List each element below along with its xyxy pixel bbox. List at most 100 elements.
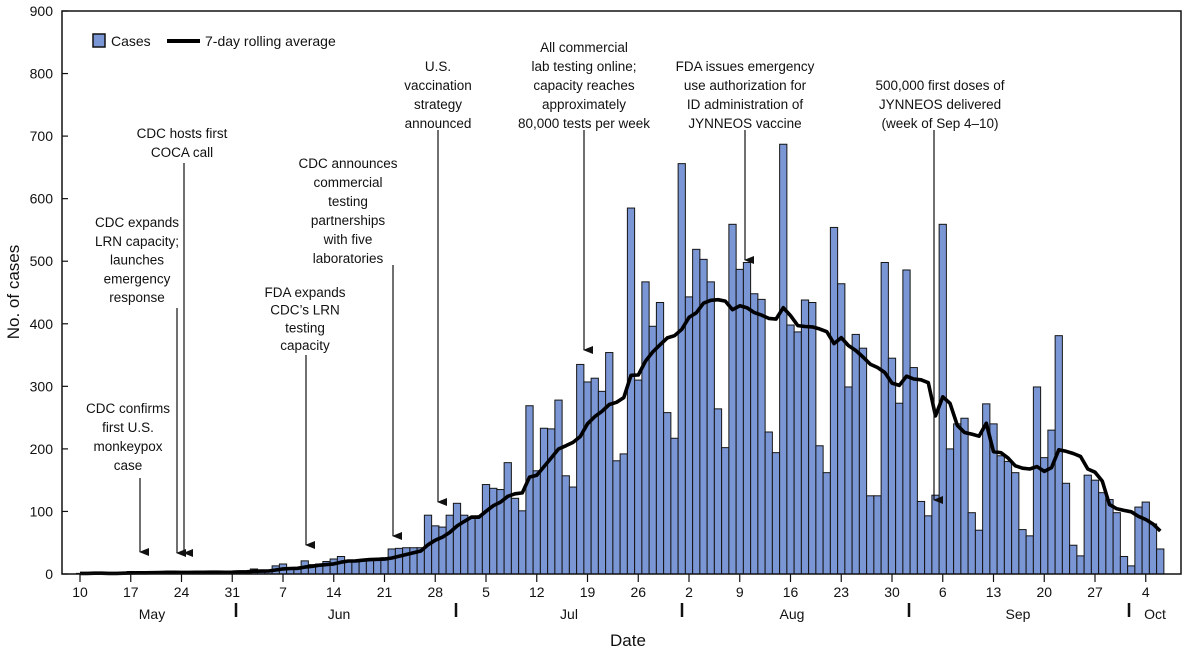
bar-cases: [1003, 460, 1013, 575]
bar-cases: [960, 417, 969, 575]
annotation-text: U.S.: [425, 59, 451, 74]
x-tick-label: 9: [736, 584, 744, 600]
y-tick-label: 300: [30, 378, 54, 394]
annotation: CDC hosts first COCA call: [137, 126, 228, 557]
bar-cases: [728, 223, 737, 575]
x-tick-label: 6: [939, 584, 947, 600]
y-tick-label: 400: [30, 316, 54, 332]
bar-cases: [902, 269, 911, 575]
legend: Cases 7-day rolling average: [92, 33, 336, 49]
bar-cases: [735, 268, 744, 575]
annotation-text: commercial: [313, 175, 382, 190]
bar-cases: [358, 559, 367, 575]
annotation-text: LRN capacity;: [95, 234, 179, 249]
y-tick-label: 800: [30, 66, 54, 82]
plot-frame: [61, 10, 1182, 575]
x-tick-label: 30: [884, 584, 900, 600]
annotation-text: emergency: [104, 271, 171, 286]
bar-cases: [808, 302, 817, 575]
annotation-text: with five: [323, 232, 373, 247]
bar-cases: [489, 487, 498, 575]
bar-cases: [1127, 565, 1136, 575]
x-tick-label: 21: [377, 584, 393, 600]
x-axis-title: Date: [610, 631, 646, 650]
bar-cases: [851, 333, 860, 575]
x-tick-label: 23: [833, 584, 849, 600]
annotation-text: 500,000 first doses of: [875, 78, 1004, 93]
annotation: U.S. vaccination strategy announced: [404, 59, 472, 506]
bar-cases: [670, 437, 679, 575]
bar-cases: [626, 207, 636, 575]
bar-cases: [452, 502, 462, 575]
bar-cases: [518, 510, 527, 575]
bar-cases: [336, 555, 346, 575]
annotation-text: 80,000 tests per week: [518, 116, 650, 131]
bar-cases: [750, 293, 759, 575]
bar-cases: [1105, 499, 1114, 575]
bar-cases: [634, 379, 643, 575]
annotation-text: partnerships: [311, 213, 386, 228]
x-tick-label: 17: [123, 584, 139, 600]
bar-cases: [721, 447, 730, 575]
bar-cases: [1069, 544, 1078, 575]
y-tick-label: 0: [45, 566, 53, 582]
bar-cases: [815, 445, 824, 575]
month-label: Jul: [560, 606, 578, 622]
bar-cases: [866, 495, 875, 575]
annotation-text: lab testing online;: [531, 59, 636, 74]
x-tick-label: 28: [427, 584, 443, 600]
month-label: May: [139, 606, 165, 622]
bar-cases: [605, 352, 614, 575]
bar-cases: [887, 357, 897, 575]
bar-cases: [1156, 548, 1165, 575]
bar-cases: [1061, 482, 1071, 575]
bar-cases: [597, 390, 607, 575]
bar-cases: [793, 331, 802, 575]
bar-cases: [554, 399, 563, 575]
bar-cases: [895, 402, 904, 575]
x-tick-label: 20: [1036, 584, 1052, 600]
annotation-text: use authorization for: [684, 78, 807, 93]
annotation-text: CDC hosts first: [137, 126, 228, 141]
annotation: FDA expands CDC’s LRN testing capacity: [264, 285, 346, 549]
x-tick-label: 13: [986, 584, 1002, 600]
x-tick-label: 7: [279, 584, 287, 600]
annotation-text: launches: [110, 253, 164, 268]
bar-cases: [539, 427, 549, 575]
bar-cases: [713, 408, 723, 575]
annotation-text: vaccination: [404, 78, 472, 93]
bar-cases: [974, 529, 984, 575]
x-tick-label: 24: [174, 584, 190, 600]
y-tick-label: 700: [30, 128, 54, 144]
x-tick-label: 26: [630, 584, 646, 600]
x-tick-label: 14: [326, 584, 342, 600]
bar-cases: [880, 261, 889, 575]
annotation-text: first U.S.: [102, 420, 154, 435]
bar-cases: [771, 452, 781, 575]
annotation: CDC announces commercial testing partnershi…: [298, 156, 402, 540]
annotation-text: capacity: [280, 338, 330, 353]
x-tick-label: 5: [482, 584, 490, 600]
y-tick-label: 500: [30, 253, 54, 269]
month-label: Sep: [1006, 606, 1031, 622]
bar-cases: [387, 548, 396, 575]
annotation-text: JYNNEOS delivered: [879, 97, 1001, 112]
bar-cases: [365, 559, 375, 575]
bar-cases: [1076, 555, 1085, 575]
x-tick-label: 12: [529, 584, 545, 600]
bar-cases: [706, 281, 715, 575]
month-label: Aug: [780, 606, 805, 622]
bar-cases: [916, 500, 926, 575]
annotation-text: approximately: [542, 97, 626, 112]
bar-cases: [1148, 523, 1158, 575]
bar-cases: [684, 296, 694, 575]
annotation-text: COCA call: [151, 145, 213, 160]
annotation-text: CDC announces: [298, 156, 397, 171]
bar-cases: [924, 515, 933, 575]
y-tick-label: 900: [30, 3, 54, 19]
x-tick-label: 19: [580, 584, 596, 600]
x-tick-label: 31: [224, 584, 240, 600]
x-tick-label: 16: [783, 584, 799, 600]
annotation-text: laboratories: [313, 251, 384, 266]
